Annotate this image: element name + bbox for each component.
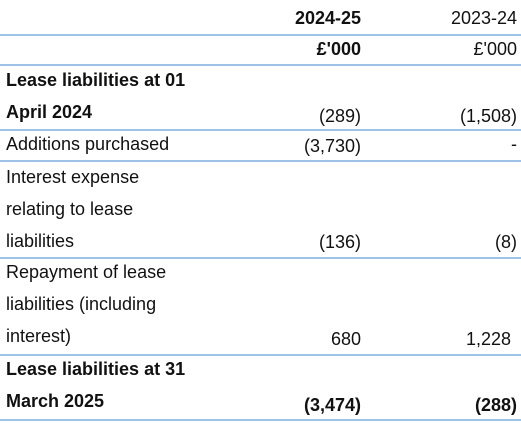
row-value-current: (3,474): [303, 395, 361, 415]
divider: [0, 354, 521, 356]
header-unit-current: £'000: [316, 39, 361, 59]
row-value-prior: (288): [474, 395, 517, 415]
row-label-line: Lease liabilities at 01: [6, 70, 186, 90]
row-label-line: liabilities (including: [6, 294, 157, 314]
header-year-prior: 2023-24: [450, 8, 517, 28]
row-value-current: 680: [330, 329, 361, 349]
row-label-line: Interest expense: [6, 167, 140, 187]
header-unit-prior: £'000: [473, 39, 517, 59]
row-value-prior: -: [511, 134, 517, 154]
header-year-current: 2024-25: [294, 8, 361, 28]
divider: [0, 129, 521, 131]
row-value-prior: (8): [495, 232, 517, 252]
divider: [0, 419, 521, 421]
divider: [0, 160, 521, 162]
row-label-line: April 2024: [6, 102, 93, 122]
row-value-prior: 1,228: [465, 329, 511, 349]
row-label-line: liabilities: [6, 231, 75, 251]
row-value-prior: (1,508): [459, 106, 517, 126]
row-label-line: Additions purchased: [6, 134, 170, 154]
row-label-line: interest): [6, 326, 72, 346]
divider: [0, 257, 521, 259]
row-label-line: Lease liabilities at 31: [6, 359, 186, 379]
row-label-line: Repayment of lease: [6, 262, 167, 282]
row-value-current: (3,730): [303, 136, 361, 156]
row-value-current: (136): [318, 232, 361, 252]
divider: [0, 34, 521, 36]
divider: [0, 64, 521, 66]
row-label-line: March 2025: [6, 391, 105, 411]
row-value-current: (289): [318, 106, 361, 126]
row-label-line: relating to lease: [6, 199, 134, 219]
